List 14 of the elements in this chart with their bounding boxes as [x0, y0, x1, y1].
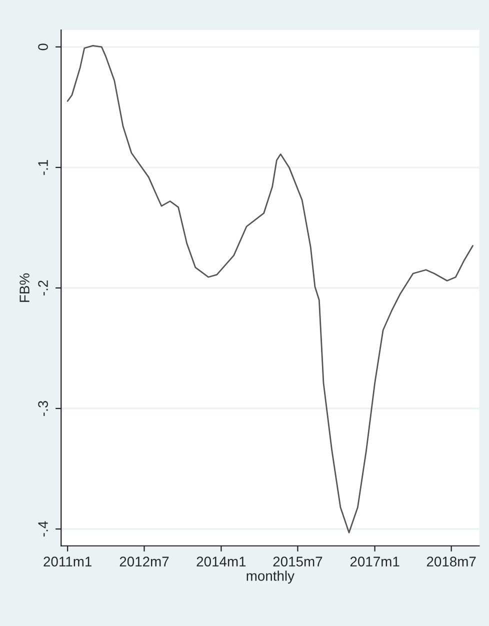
x-tick-label: 2018m7: [426, 556, 476, 566]
y-tick-label: 0: [38, 44, 48, 50]
y-axis-title: FB%: [20, 273, 30, 302]
x-axis-title: monthly: [246, 570, 294, 584]
x-tick-label: 2014m1: [196, 556, 246, 566]
x-tick-label: 2015m7: [273, 556, 322, 566]
x-tick-label: 2012m7: [120, 556, 169, 566]
y-tick-label: -.3: [38, 400, 48, 416]
x-tick-label: 2011m1: [44, 556, 92, 566]
y-tick-label: -.4: [38, 521, 48, 536]
y-tick-label: -.1: [38, 160, 48, 175]
x-tick-label: 2017m1: [350, 556, 400, 566]
line-series: [66, 45, 474, 534]
y-tick-label: -.2: [38, 280, 48, 296]
